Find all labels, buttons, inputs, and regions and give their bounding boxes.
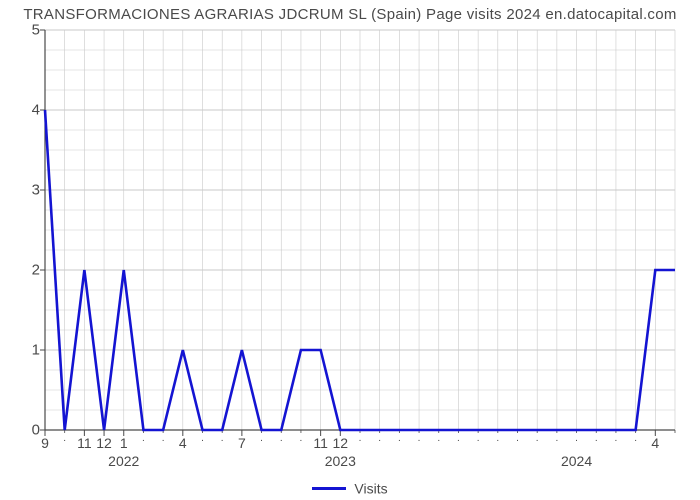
x-tick-minor: . <box>300 433 303 444</box>
x-tick-minor: . <box>496 433 499 444</box>
x-tick-minor: . <box>477 433 480 444</box>
legend: Visits <box>0 479 700 496</box>
x-tick-minor: . <box>595 433 598 444</box>
x-tick-minor: . <box>162 433 165 444</box>
x-tick-minor: . <box>457 433 460 444</box>
x-tick-label: 12 <box>96 435 112 451</box>
y-tick-label: 4 <box>10 102 40 119</box>
x-tick-minor: . <box>575 433 578 444</box>
x-tick-label: 1 <box>120 435 128 451</box>
x-tick-minor: . <box>378 433 381 444</box>
y-tick-label: 1 <box>10 342 40 359</box>
legend-swatch <box>312 487 346 490</box>
x-year-label: 2023 <box>325 453 356 469</box>
chart-container: { "title": "TRANSFORMACIONES AGRARIAS JD… <box>0 0 700 500</box>
chart-svg <box>45 30 675 430</box>
x-tick-label: 12 <box>333 435 349 451</box>
x-tick-minor: . <box>418 433 421 444</box>
x-tick-label: 11 <box>77 435 92 451</box>
x-tick-label: 7 <box>238 435 246 451</box>
x-tick-minor: . <box>221 433 224 444</box>
x-year-label: 2024 <box>561 453 592 469</box>
x-tick-minor: . <box>142 433 145 444</box>
chart-title: TRANSFORMACIONES AGRARIAS JDCRUM SL (Spa… <box>0 6 700 23</box>
x-tick-minor: . <box>516 433 519 444</box>
x-tick-minor: . <box>555 433 558 444</box>
y-tick-label: 3 <box>10 182 40 199</box>
x-year-label: 2022 <box>108 453 139 469</box>
x-tick-minor: . <box>260 433 263 444</box>
x-tick-label: 9 <box>41 435 49 451</box>
x-tick-minor: . <box>634 433 637 444</box>
x-tick-minor: . <box>359 433 362 444</box>
x-tick-minor: . <box>201 433 204 444</box>
x-tick-minor: . <box>280 433 283 444</box>
y-tick-label: 2 <box>10 262 40 279</box>
x-tick-minor: . <box>437 433 440 444</box>
x-tick-label: 4 <box>651 435 659 451</box>
plot-area <box>45 30 675 430</box>
y-tick-label: 5 <box>10 22 40 39</box>
x-tick-minor: . <box>63 433 66 444</box>
x-tick-minor: . <box>398 433 401 444</box>
x-tick-label: 11 <box>313 435 328 451</box>
x-tick-label: 4 <box>179 435 187 451</box>
legend-label: Visits <box>354 480 387 496</box>
x-tick-minor: . <box>536 433 539 444</box>
y-tick-label: 0 <box>10 422 40 439</box>
x-tick-minor: . <box>615 433 618 444</box>
